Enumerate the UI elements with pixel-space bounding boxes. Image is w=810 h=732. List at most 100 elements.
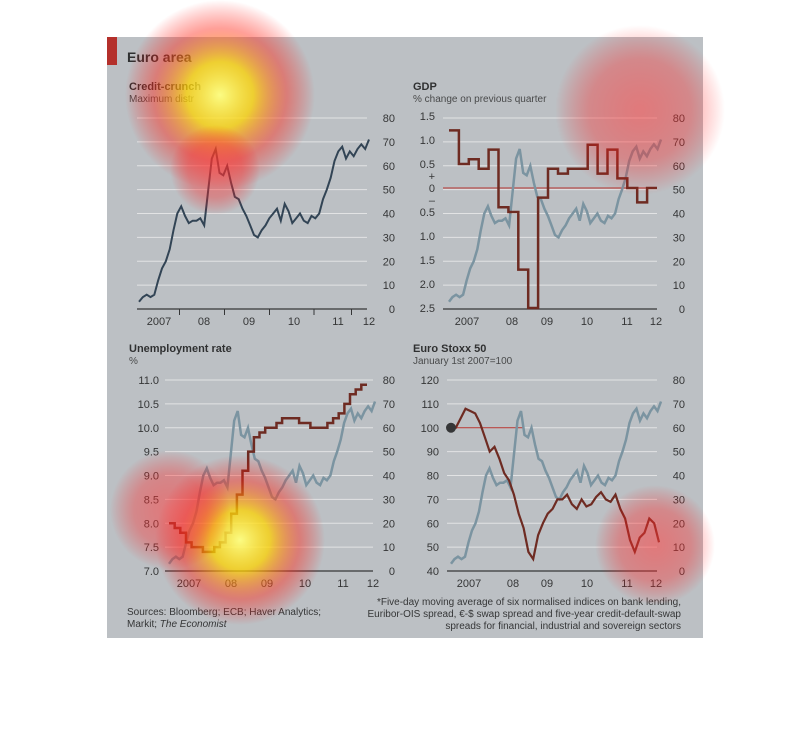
right-tick-label: 80 <box>673 113 685 125</box>
right-tick-label: 50 <box>673 185 685 197</box>
left-tick-label: 2.0 <box>420 279 435 291</box>
left-tick-label: 9.0 <box>144 471 159 483</box>
start-marker <box>446 422 456 433</box>
left-tick-label: 0.5 <box>420 207 435 219</box>
right-tick-label: 20 <box>383 256 395 268</box>
x-tick-label: 12 <box>363 316 375 328</box>
right-tick-label: 30 <box>383 494 395 506</box>
brand-bar <box>107 37 117 65</box>
x-tick-label: 10 <box>581 316 593 328</box>
x-tick-label: 09 <box>541 316 553 328</box>
right-tick-label: 30 <box>673 232 685 244</box>
figure-title: Euro area <box>127 49 192 65</box>
right-tick-label: 10 <box>383 280 395 292</box>
left-tick-label: 1.0 <box>420 231 435 243</box>
x-tick-label: 12 <box>650 316 662 328</box>
right-tick-label: 0 <box>679 566 685 578</box>
right-tick-label: 50 <box>383 447 395 459</box>
sources-line: Sources: Bloomberg; ECB; Haver Analytics… <box>127 607 321 618</box>
x-tick-label: 11 <box>621 316 632 328</box>
right-tick-label: 40 <box>383 209 395 221</box>
x-tick-label: 08 <box>198 316 210 328</box>
x-tick-label: 08 <box>225 578 237 590</box>
x-tick-label: 08 <box>506 316 518 328</box>
x-tick-label: 2007 <box>455 316 479 328</box>
right-tick-label: 70 <box>383 399 395 411</box>
left-tick-label: 10.5 <box>138 399 159 411</box>
right-tick-label: 30 <box>383 232 395 244</box>
left-tick-label: 120 <box>421 375 439 387</box>
right-tick-label: 50 <box>383 185 395 197</box>
right-tick-label: 40 <box>673 209 685 221</box>
left-tick-label: 80 <box>427 471 439 483</box>
x-tick-label: 10 <box>288 316 300 328</box>
right-tick-label: 70 <box>383 137 395 149</box>
panel-gdp: GDP % change on previous quarter 1.5 1.0 0… <box>413 81 689 331</box>
panel-title: Unemployment rate <box>129 343 232 355</box>
left-tick-label: 70 <box>427 494 439 506</box>
unemployment-chart: 11.0 10.5 10.0 9.5 9.0 8.5 8.0 7.5 7.0 80 70 60 50 40… <box>138 375 395 590</box>
left-tick-label: 50 <box>427 542 439 554</box>
right-tick-label: 60 <box>673 423 685 435</box>
x-tick-label: 2007 <box>177 578 201 590</box>
footnote-line: spreads for financial, industrial and so… <box>445 621 681 632</box>
right-tick-label: 10 <box>673 542 685 554</box>
right-tick-label: 40 <box>383 471 395 483</box>
x-tick-label: 2007 <box>147 316 171 328</box>
sources-line: Markit; The Economist <box>127 619 227 630</box>
right-tick-label: 20 <box>673 256 685 268</box>
left-tick-label: + <box>429 171 435 183</box>
x-tick-label: 11 <box>337 578 348 590</box>
gdp-chart: 1.51.00.5+0–0.51.01.52.02.58070605040302… <box>420 111 685 328</box>
right-tick-label: 20 <box>383 518 395 530</box>
left-tick-label: 1.5 <box>420 255 435 267</box>
right-tick-label: 80 <box>673 375 685 387</box>
right-tick-label: 0 <box>389 304 395 316</box>
left-tick-label: – <box>429 195 436 207</box>
panel-subtitle: % change on previous quarter <box>413 94 547 105</box>
right-tick-label: 80 <box>383 375 395 387</box>
x-tick-label: 2007 <box>457 578 481 590</box>
left-tick-label: 9.5 <box>144 447 159 459</box>
x-tick-label: 12 <box>367 578 379 590</box>
right-tick-label: 10 <box>673 280 685 292</box>
right-tick-label: 0 <box>679 304 685 316</box>
right-tick-label: 70 <box>673 399 685 411</box>
footnote-line: Euribor-OIS spread, €-$ swap spread and … <box>367 609 681 620</box>
left-tick-label: 2.5 <box>420 303 435 315</box>
sources: Sources: Bloomberg; ECB; Haver Analytics… <box>127 607 321 631</box>
left-tick-label: 8.0 <box>144 518 159 530</box>
footnote: *Five-day moving average of six normalis… <box>351 597 681 633</box>
right-tick-label: 50 <box>673 447 685 459</box>
panel-subtitle: % <box>129 356 138 367</box>
x-tick-label: 10 <box>299 578 311 590</box>
series-line-unemployment <box>169 383 367 554</box>
right-tick-label: 60 <box>383 423 395 435</box>
left-tick-label: 0 <box>429 183 435 195</box>
left-tick-label: 110 <box>421 399 439 411</box>
right-tick-label: 70 <box>673 137 685 149</box>
panel-euro-stoxx: Euro Stoxx 50 January 1st 2007=100 120 11… <box>413 343 689 593</box>
series-line-credit-stress-overlay <box>447 139 663 303</box>
left-tick-label: 40 <box>427 566 439 578</box>
x-tick-label: 12 <box>650 578 662 590</box>
series-line-credit-stress-overlay <box>167 401 377 565</box>
left-tick-label: 1.0 <box>420 135 435 147</box>
footnote-line: *Five-day moving average of six normalis… <box>376 597 681 608</box>
x-tick-label: 10 <box>581 578 593 590</box>
panel-title: Euro Stoxx 50 <box>413 343 487 355</box>
panel-unemployment: Unemployment rate % 11.0 10.5 10.0 9.5 9.0 8.… <box>129 343 399 593</box>
panel-title: GDP <box>413 81 437 93</box>
right-tick-label: 40 <box>673 471 685 483</box>
left-tick-label: 1.5 <box>420 111 435 123</box>
panel-subtitle: January 1st 2007=100 <box>413 356 513 367</box>
right-tick-label: 20 <box>673 518 685 530</box>
x-tick-label: 09 <box>261 578 273 590</box>
left-tick-label: 7.0 <box>144 566 159 578</box>
left-tick-label: 7.5 <box>144 542 159 554</box>
series-line-credit-stress-overlay <box>449 401 663 565</box>
left-tick-label: 100 <box>421 423 439 435</box>
right-tick-label: 60 <box>383 161 395 173</box>
left-tick-label: 8.5 <box>144 494 159 506</box>
right-tick-label: 0 <box>389 566 395 578</box>
